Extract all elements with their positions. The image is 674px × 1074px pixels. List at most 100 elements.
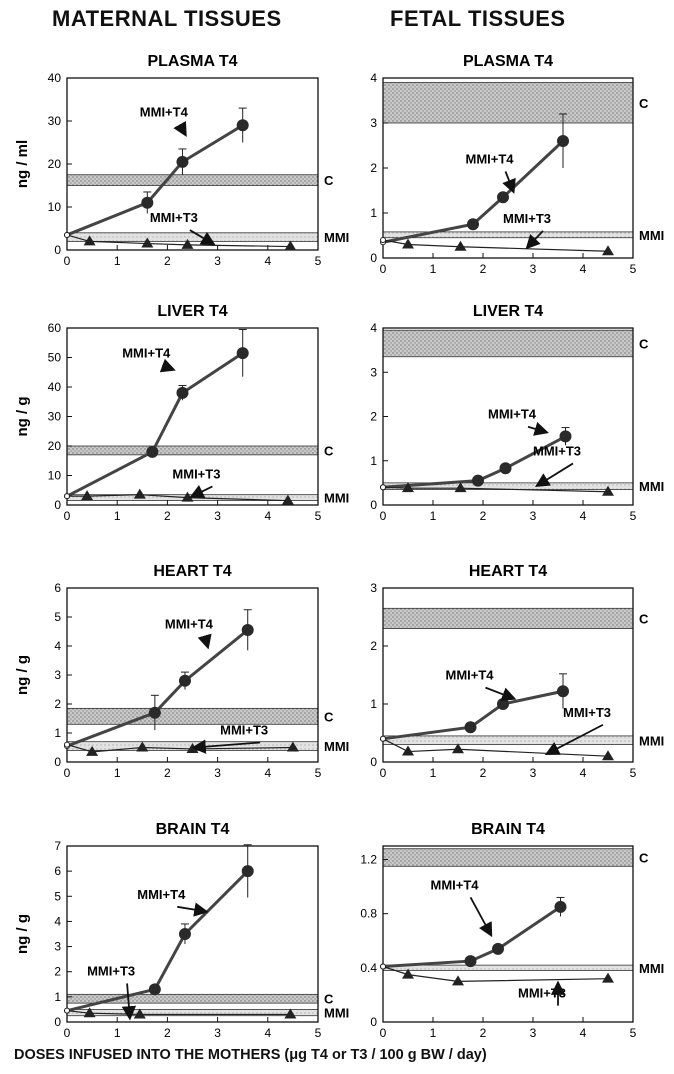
y-tick-label: 5 [54,610,61,624]
y-tick-label: 1.2 [360,853,377,867]
y-tick-label: 6 [54,864,61,878]
y-tick-label: 0 [370,498,377,512]
annotation-label: MMI+T4 [446,668,495,683]
annotation-arrow [173,120,187,138]
annotation-label: MMI+T3 [563,705,611,720]
y-tick-label: 40 [48,380,62,394]
point-mmi-t3 [181,238,194,249]
band-c [382,82,634,124]
baseline-point [64,741,70,748]
series-line-mmi-t3 [382,738,609,757]
point-mmi-t4 [176,155,189,168]
x-tick-label: 4 [580,262,587,276]
annotation-arrow [159,358,176,373]
x-tick-label: 3 [214,1026,221,1040]
point-mmi-t3 [86,745,99,756]
y-tick-label: 1 [54,990,61,1004]
series-line-mmi-t4 [382,905,562,968]
fetal-header: FETAL TISSUES [390,6,566,31]
baseline-point [380,237,386,243]
band-mmi [66,232,319,242]
point-mmi-t4 [492,942,504,955]
maternal-header: MATERNAL TISSUES [52,6,282,31]
chart-title: LIVER T4 [473,303,543,320]
point-mmi-t4 [178,928,191,940]
y-tick-label: 1 [54,726,61,740]
chart-maternal-plasma: PLASMA T4 ng / ml C MMI 0 1 2 3 4 5 0 10 20 30 40 MMI+T… [14,53,349,268]
point-mmi-t3 [452,743,464,754]
x-tick-label: 0 [380,766,387,780]
y-tick-label: 0 [54,243,61,257]
band-c [382,607,634,629]
point-mmi-t4 [236,347,249,360]
point-mmi-t4 [241,865,254,878]
annotation-label: MMI+T3 [150,210,198,225]
x-tick-label: 3 [530,262,537,276]
chart-title: HEART T4 [153,563,231,580]
point-mmi-t3 [133,1008,146,1019]
x-tick-label: 2 [480,1026,487,1040]
x-tick-label: 2 [164,1026,171,1040]
point-mmi-t4 [176,386,189,399]
band-label-mmi: MMI [639,733,664,748]
band-label-c: C [324,173,334,188]
point-mmi-t3 [281,494,294,505]
x-axis-footer-label: DOSES INFUSED INTO THE MOTHERS (μg T4 or… [14,1047,487,1063]
chart-title: HEART T4 [469,563,547,580]
x-tick-label: 1 [114,509,121,523]
annotation-arrow [469,896,493,938]
y-tick-label: 30 [48,114,62,128]
y-tick-label: 0 [54,1015,61,1029]
baseline-point [64,1007,70,1014]
y-tick-label: 30 [48,410,62,424]
x-tick-label: 2 [164,254,171,268]
band-c [66,445,319,456]
point-mmi-t3 [602,972,614,983]
band-label-mmi: MMI [324,491,349,506]
chart-title: PLASMA T4 [147,53,237,70]
x-tick-label: 0 [380,262,387,276]
x-tick-label: 1 [114,254,121,268]
annotation-arrow [502,171,516,194]
x-tick-label: 1 [430,766,437,780]
x-tick-label: 3 [530,1026,537,1040]
band-label-c: C [324,709,334,724]
x-tick-label: 1 [430,262,437,276]
annotation-arrow [525,230,544,250]
y-tick-label: 1 [370,206,377,220]
x-tick-label: 4 [264,509,271,523]
band-label-c: C [639,336,649,351]
x-tick-label: 0 [380,509,387,523]
chart-fetal-heart: HEART T4 C MMI 0 1 2 3 4 5 0 1 2 3 MMI+T4 MMI+T3 [370,563,664,780]
x-tick-label: 4 [264,1026,271,1040]
band-c [66,707,319,725]
series-line-mmi-t4 [66,628,249,748]
y-tick-label: 2 [370,639,377,653]
x-tick-label: 3 [214,254,221,268]
band-label-mmi: MMI [324,230,349,245]
point-mmi-t3 [402,968,414,979]
band-c [382,329,634,358]
point-mmi-t3 [602,750,614,761]
y-tick-label: 10 [48,200,62,214]
x-tick-label: 3 [214,509,221,523]
annotation-label: MMI+T4 [140,105,189,120]
x-tick-label: 3 [214,766,221,780]
point-mmi-t3 [602,245,614,256]
band-label-mmi: MMI [324,739,349,754]
chart-title: BRAIN T4 [156,821,230,838]
x-tick-label: 5 [630,766,637,780]
x-tick-label: 2 [164,509,171,523]
annotation-label: MMI+T3 [533,443,581,458]
baseline-point [64,493,70,500]
x-tick-label: 5 [630,509,637,523]
annotation-arrow [534,462,574,487]
point-mmi-t3 [136,741,149,752]
annotation-arrow [544,723,604,755]
point-mmi-t4 [148,983,161,996]
point-mmi-t3 [402,482,414,493]
y-tick-label: 3 [54,668,61,682]
point-mmi-t3 [286,741,299,752]
